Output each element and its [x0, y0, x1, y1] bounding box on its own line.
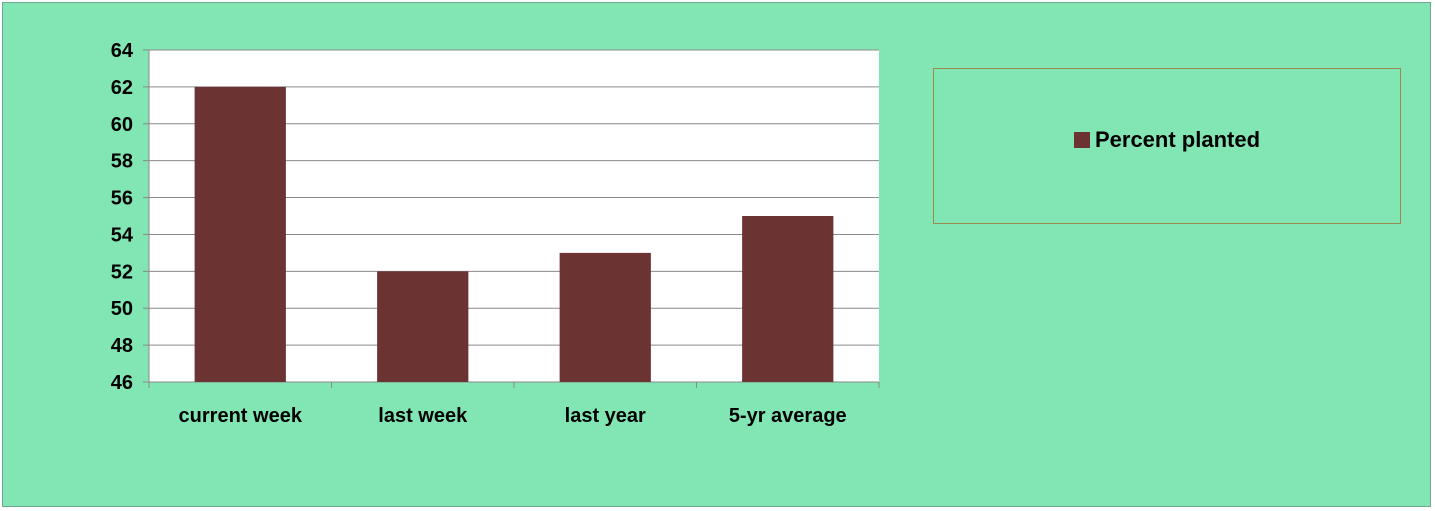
- bar-current-week: [194, 86, 286, 382]
- y-tick-label-50: 50: [111, 298, 133, 320]
- bar-last-week: [377, 271, 469, 382]
- legend-swatch: [1073, 132, 1090, 148]
- y-tick-label-64: 64: [111, 40, 134, 62]
- y-tick-label-46: 46: [111, 372, 133, 394]
- legend-label: Percent planted: [1094, 127, 1261, 152]
- x-tick-label-5-yr-average: 5-yr average: [729, 405, 847, 427]
- y-tick-label-60: 60: [111, 114, 133, 136]
- y-tick-label-54: 54: [111, 224, 134, 246]
- legend: Percent planted: [933, 68, 1401, 224]
- x-tick-label-current-week: current week: [179, 405, 303, 427]
- y-tick-label-48: 48: [111, 335, 133, 357]
- bar-chart: 46 48 50 52 54 56 58 60 62 64 current week last wee…: [111, 40, 880, 427]
- y-tick-label-62: 62: [111, 77, 133, 99]
- x-tick-label-last-week: last week: [378, 405, 468, 427]
- legend-item-percent-planted: Percent planted: [1073, 127, 1261, 153]
- y-tick-label-56: 56: [111, 188, 133, 210]
- bar-5-yr-average: [742, 216, 834, 382]
- y-tick-label-58: 58: [111, 151, 133, 173]
- bar-last-year: [559, 252, 651, 382]
- y-tick-label-52: 52: [111, 261, 133, 283]
- x-tick-label-last-year: last year: [565, 405, 646, 427]
